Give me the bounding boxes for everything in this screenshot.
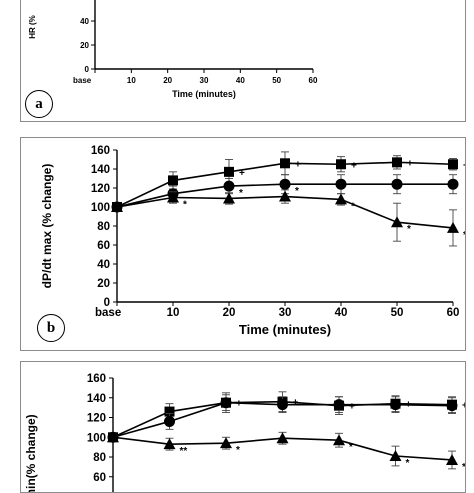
x-tick-label: 60: [447, 307, 460, 319]
data-point-circle: [279, 178, 291, 190]
y-tick-label: 140: [87, 393, 106, 405]
data-point-square: [280, 158, 290, 169]
y-tick-label: 40: [80, 17, 89, 26]
significance-marker: +: [407, 158, 413, 169]
data-point-triangle: [446, 453, 458, 465]
data-point-circle: [220, 397, 232, 409]
y-tick-label: 80: [93, 452, 106, 464]
panel-label-b: b: [37, 314, 65, 342]
y-tick-label: 20: [97, 278, 110, 290]
panel-b: 0 20 40 60 80 100 120 140 160 base 10 20 30 40 50 60 Tim…: [20, 137, 466, 351]
data-point-square: [164, 406, 175, 417]
significance-marker: *: [236, 445, 240, 456]
panel-label-a: a: [25, 90, 53, 118]
x-tick-label: 50: [391, 307, 404, 319]
significance-marker: +: [462, 401, 466, 412]
significance-marker: *: [239, 188, 243, 199]
chart-a-plot: 020406080base102030405060Time (minutes)H…: [28, 0, 318, 99]
y-tick-label: 80: [97, 221, 110, 233]
significance-marker: +: [295, 159, 301, 170]
significance-marker: *: [349, 442, 353, 453]
y-tick-label: 0: [104, 297, 110, 309]
x-tick-label: base: [95, 307, 121, 319]
y-axis-label: dP/dt max (% change): [40, 164, 54, 289]
data-point-triangle: [167, 191, 179, 203]
data-point-triangle: [447, 221, 459, 233]
significance-marker: +: [351, 160, 357, 171]
data-point-square: [336, 159, 346, 170]
significance-marker: *: [407, 224, 411, 235]
chart-b-plot: 0 20 40 60 80 100 120 140 160 base 10 20 30 40 50 60 Tim…: [40, 145, 466, 337]
data-point-triangle: [163, 438, 176, 450]
x-tick-label: 20: [223, 307, 236, 319]
x-tick-label: 10: [167, 307, 180, 319]
x-axis-label: Time (minutes): [239, 322, 331, 337]
significance-marker: +: [236, 399, 242, 410]
y-tick-label: 40: [97, 259, 110, 271]
x-tick-label: base: [73, 76, 92, 85]
panel-a: 020406080base102030405060Time (minutes)H…: [20, 0, 466, 122]
y-tick-label: 120: [91, 183, 110, 195]
x-tick-label: 20: [163, 76, 172, 85]
y-tick-label: 160: [91, 145, 110, 157]
data-point-circle: [333, 399, 345, 411]
data-point-triangle: [335, 193, 347, 205]
data-point-triangle: [333, 434, 345, 446]
x-tick-label: 60: [309, 76, 318, 85]
significance-marker: *: [463, 230, 466, 241]
data-point-circle: [164, 415, 175, 427]
data-point-triangle: [107, 431, 119, 443]
y-tick-label: 60: [97, 240, 110, 252]
significance-marker: +: [239, 168, 245, 179]
data-point-square: [448, 159, 458, 170]
x-tick-label: 40: [335, 307, 348, 319]
panel-c: 60 80 100 120 140 160 min(% change) + + + + + ** * * * *: [20, 361, 466, 493]
data-point-circle: [390, 399, 401, 411]
data-point-triangle: [223, 192, 235, 204]
data-point-circle: [446, 400, 458, 412]
data-point-triangle: [276, 432, 289, 444]
y-tick-label: 140: [91, 164, 110, 176]
data-point-square: [392, 157, 402, 168]
data-point-triangle: [279, 190, 291, 202]
data-point-triangle: [220, 437, 232, 449]
data-point-circle: [223, 180, 235, 192]
x-tick-label: 30: [279, 307, 292, 319]
significance-marker: **: [180, 446, 188, 457]
y-axis-label: min(% change): [24, 414, 38, 493]
data-point-square: [224, 166, 234, 177]
x-tick-label: 30: [200, 76, 209, 85]
significance-marker: *: [462, 462, 466, 473]
x-tick-label: 50: [272, 76, 281, 85]
x-tick-label: 40: [236, 76, 245, 85]
y-axis-label: HR (%: [28, 15, 37, 39]
y-tick-label: 100: [91, 202, 110, 214]
data-point-circle: [447, 178, 459, 190]
significance-marker: *: [295, 186, 299, 197]
data-point-triangle: [111, 201, 123, 212]
data-point-triangle: [391, 216, 403, 228]
data-point-square: [168, 175, 178, 186]
significance-marker: +: [349, 402, 355, 413]
y-tick-label: 0: [85, 65, 90, 74]
y-tick-label: 60: [80, 0, 89, 2]
significance-marker: *: [183, 200, 187, 211]
y-tick-label: 20: [80, 41, 89, 50]
x-axis-label: Time (minutes): [172, 89, 236, 99]
y-tick-label: 120: [87, 413, 106, 425]
x-tick-label: 10: [127, 76, 136, 85]
significance-marker: +: [293, 398, 299, 409]
data-point-circle: [391, 178, 403, 190]
significance-marker: *: [351, 201, 355, 212]
data-point-triangle: [389, 450, 402, 462]
y-tick-label: 100: [87, 432, 106, 444]
y-tick-label: 160: [87, 373, 106, 385]
significance-marker: *: [406, 458, 410, 469]
significance-marker: +: [463, 160, 466, 171]
data-point-circle: [277, 399, 288, 411]
data-point-circle: [335, 178, 347, 190]
